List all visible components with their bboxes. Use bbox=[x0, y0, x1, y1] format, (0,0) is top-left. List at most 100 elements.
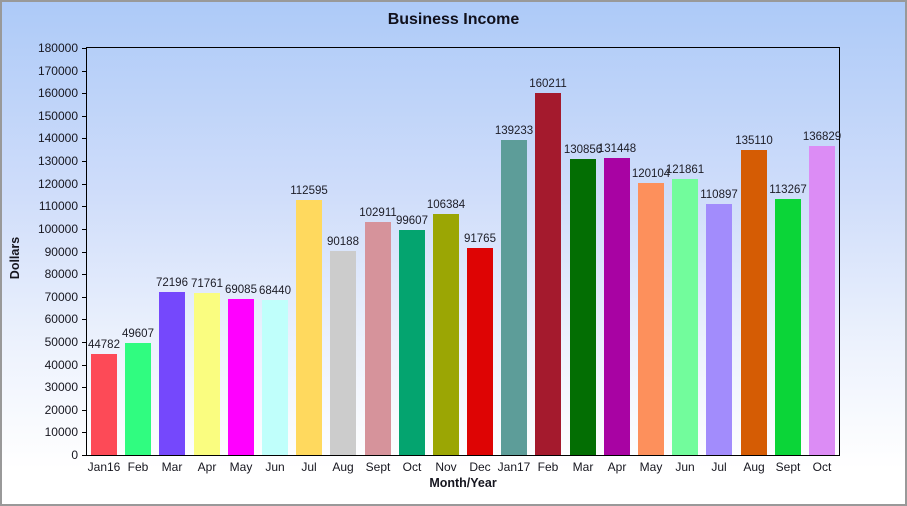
y-tick-mark bbox=[82, 48, 86, 49]
bar-value-label: 136829 bbox=[802, 131, 842, 143]
y-tick-label: 110000 bbox=[38, 199, 78, 214]
y-tick-label: 40000 bbox=[44, 357, 78, 372]
x-tick-label: Aug bbox=[332, 460, 354, 474]
y-tick-mark bbox=[82, 455, 86, 456]
x-tick-label: Sept bbox=[775, 460, 801, 474]
y-tick-label: 130000 bbox=[37, 154, 78, 169]
bar-dec bbox=[467, 248, 493, 455]
bar-value-label: 135110 bbox=[735, 135, 773, 147]
y-tick-mark bbox=[82, 296, 86, 298]
bar-value-label: 160211 bbox=[529, 78, 567, 90]
x-tick-label: Jun bbox=[675, 460, 695, 474]
bar-value-label: 99607 bbox=[396, 215, 428, 227]
bar-value-label: 131448 bbox=[597, 143, 637, 155]
bar-value-label: 106384 bbox=[426, 199, 466, 211]
y-tick-label: 0 bbox=[71, 448, 78, 462]
bar-value-label: 102911 bbox=[359, 207, 397, 219]
x-tick-label: Dec bbox=[469, 460, 491, 474]
bar-value-label: 113267 bbox=[769, 184, 807, 196]
bar-jun bbox=[262, 300, 288, 455]
y-tick-label: 70000 bbox=[44, 289, 78, 304]
bar-mar bbox=[159, 292, 185, 455]
bar-aug bbox=[741, 150, 767, 455]
y-tick-mark bbox=[82, 70, 86, 72]
x-tick-label: Feb bbox=[537, 460, 559, 474]
bar-jun bbox=[672, 179, 698, 455]
x-tick-label: Jun bbox=[265, 460, 285, 474]
y-tick-mark bbox=[82, 432, 86, 434]
x-tick-label: Apr bbox=[197, 460, 217, 474]
bar-value-label: 90188 bbox=[327, 236, 359, 248]
y-tick-label: 180000 bbox=[37, 41, 78, 55]
x-tick-label: Sept bbox=[365, 460, 391, 474]
x-tick-label: Jan17 bbox=[497, 460, 531, 474]
y-tick-label: 60000 bbox=[44, 312, 78, 327]
x-tick-label: Aug bbox=[743, 460, 765, 474]
y-tick-mark bbox=[82, 183, 86, 185]
y-tick-label: 90000 bbox=[44, 244, 78, 259]
bar-oct bbox=[399, 230, 425, 455]
x-tick-label: Oct bbox=[402, 460, 422, 474]
y-tick-label: 120000 bbox=[37, 176, 78, 191]
y-tick-mark bbox=[82, 387, 86, 389]
y-tick-label: 50000 bbox=[44, 334, 78, 349]
bar-feb bbox=[125, 343, 151, 455]
x-tick-label: Jul bbox=[301, 460, 317, 474]
bar-feb bbox=[535, 93, 561, 455]
bar-value-label: 121861 bbox=[665, 164, 705, 176]
bar-jan17 bbox=[501, 140, 527, 455]
y-tick-mark bbox=[82, 274, 86, 276]
bar-nov bbox=[433, 214, 459, 455]
y-tick-mark bbox=[82, 93, 86, 95]
bar-value-label: 69085 bbox=[225, 284, 257, 296]
bar-apr bbox=[194, 293, 220, 455]
y-tick-label: 30000 bbox=[44, 380, 78, 395]
y-tick-mark bbox=[82, 341, 86, 343]
bar-value-label: 91765 bbox=[464, 233, 496, 245]
y-tick-label: 160000 bbox=[37, 86, 78, 101]
x-tick-label: Oct bbox=[812, 460, 832, 474]
y-tick-mark bbox=[82, 364, 86, 366]
bar-value-label: 68440 bbox=[259, 285, 291, 297]
bar-oct bbox=[809, 146, 835, 455]
bar-apr bbox=[604, 158, 630, 455]
y-tick-label: 150000 bbox=[37, 108, 78, 123]
y-tick-label: 20000 bbox=[44, 402, 78, 417]
x-tick-label: Mar bbox=[161, 460, 183, 474]
y-tick-mark bbox=[82, 409, 86, 411]
chart-title: Business Income bbox=[387, 11, 520, 28]
y-tick-mark bbox=[82, 161, 86, 163]
x-axis-title: Month/Year bbox=[429, 476, 497, 490]
y-tick-label: 80000 bbox=[44, 267, 78, 282]
x-tick-label: Feb bbox=[127, 460, 149, 474]
y-tick-mark bbox=[82, 206, 86, 208]
bar-value-label: 120104 bbox=[631, 168, 671, 180]
bar-may bbox=[638, 183, 664, 455]
bar-value-label: 72196 bbox=[156, 277, 188, 289]
y-tick-label: 170000 bbox=[37, 63, 78, 78]
x-tick-label: Jul bbox=[711, 460, 727, 474]
bar-value-label: 71761 bbox=[191, 278, 223, 290]
y-tick-mark bbox=[82, 228, 86, 230]
bar-value-label: 49607 bbox=[122, 328, 154, 340]
bar-sept bbox=[365, 222, 391, 455]
bar-value-label: 139233 bbox=[494, 125, 534, 137]
x-tick-label: May bbox=[639, 460, 663, 474]
bar-jul bbox=[296, 200, 322, 455]
x-tick-label: May bbox=[229, 460, 253, 474]
bar-value-label: 110897 bbox=[700, 189, 738, 201]
bar-value-label: 112595 bbox=[290, 185, 328, 197]
bar-value-label: 130856 bbox=[563, 144, 603, 156]
bar-value-label: 44782 bbox=[88, 339, 120, 351]
x-tick-label: Apr bbox=[607, 460, 627, 474]
y-tick-label: 100000 bbox=[37, 221, 78, 236]
y-tick-label: 140000 bbox=[37, 131, 78, 146]
bar-jul bbox=[706, 204, 732, 455]
plot-area bbox=[86, 47, 840, 456]
y-tick-mark bbox=[82, 319, 86, 321]
bar-aug bbox=[330, 251, 356, 455]
bar-may bbox=[228, 299, 254, 455]
bar-jan16 bbox=[91, 354, 117, 455]
y-tick-label: 10000 bbox=[44, 425, 78, 440]
